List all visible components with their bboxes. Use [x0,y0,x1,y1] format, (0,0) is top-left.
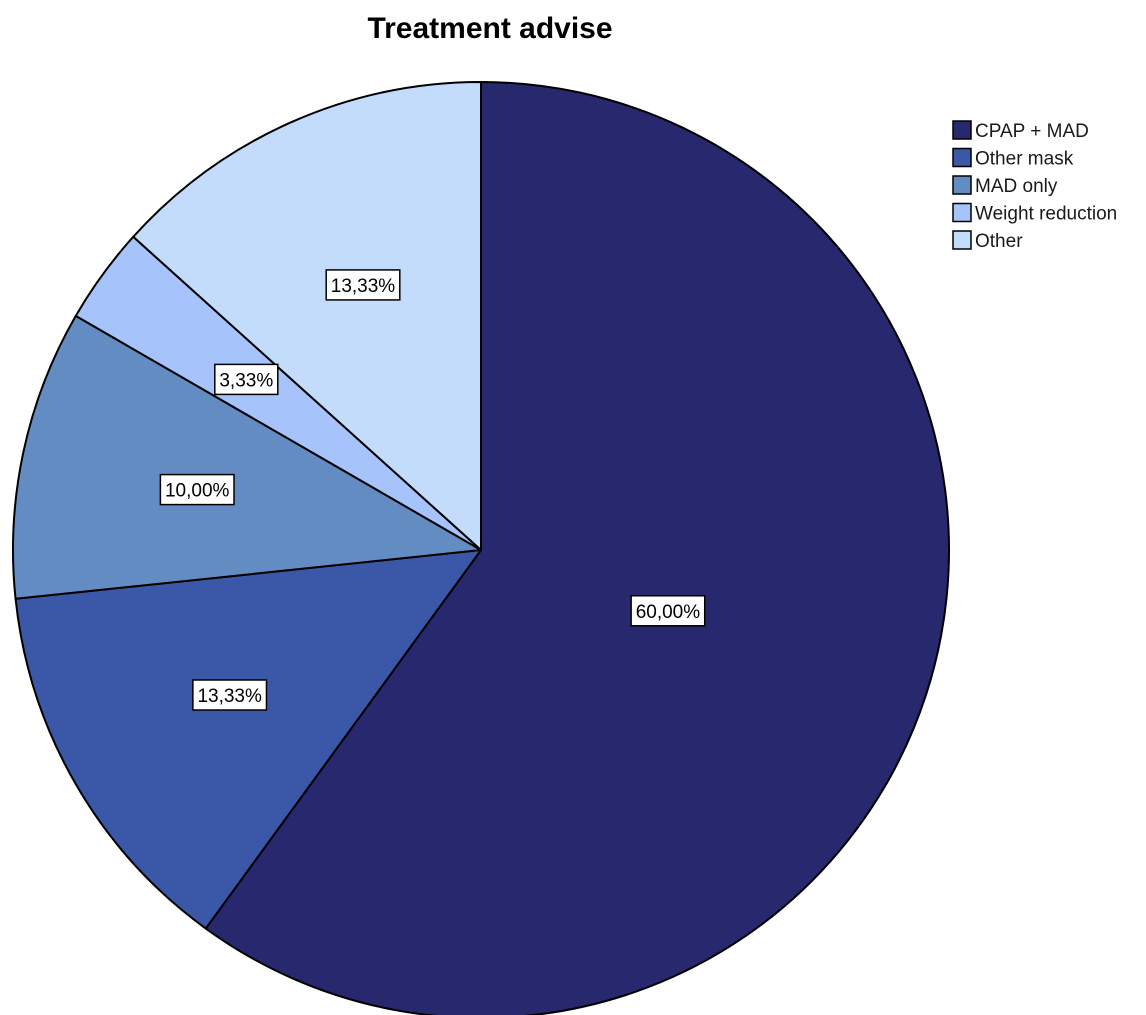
legend: CPAP + MAD Other mask MAD only Weight reduc… [952,120,1117,252]
legend-swatch-cpap-mad [952,120,972,140]
legend-label-other-mask: Other mask [975,149,1074,170]
legend-swatch-other-mask [952,147,972,168]
chart-title: Treatment advise [367,12,612,45]
pie-slices [12,81,950,1015]
data-label-mad-only: 10,00% [159,473,235,506]
legend-swatch-mad-only [952,175,972,195]
legend-label-mad-only: MAD only [975,176,1058,197]
data-label-text: 60,00% [636,602,701,623]
data-label-text: 13,33% [197,686,262,707]
pie-slice-cpap-mad [204,81,950,1015]
data-label-other: 13,33% [325,269,401,301]
pie-slice-other [132,81,482,551]
data-label-cpap-mad: 60,00% [630,595,706,627]
pie-slice-mad-only [12,314,482,600]
data-label-box [630,595,706,627]
data-label-box [159,473,235,506]
legend-swatch-other [952,230,972,250]
data-label-text: 13,33% [331,276,396,297]
data-label-text: 10,00% [165,481,230,502]
data-label-text: 3,33% [219,370,273,391]
data-label-box [192,679,268,711]
data-label-box [325,269,401,301]
legend-label-weight-reduction: Weight reduction [975,204,1117,225]
legend-label-other: Other [975,231,1023,252]
data-label-other-mask: 13,33% [192,679,268,711]
pie-slice-other-mask [14,549,482,930]
data-label-weight-reduction: 3,33% [214,363,279,396]
data-label-box [214,363,279,396]
pie-data-labels: 60,00% 13,33% 10,00% 3,33% 13,33% [159,269,706,711]
legend-label-cpap-mad: CPAP + MAD [975,121,1089,142]
legend-swatch-weight-reduction [952,202,972,223]
